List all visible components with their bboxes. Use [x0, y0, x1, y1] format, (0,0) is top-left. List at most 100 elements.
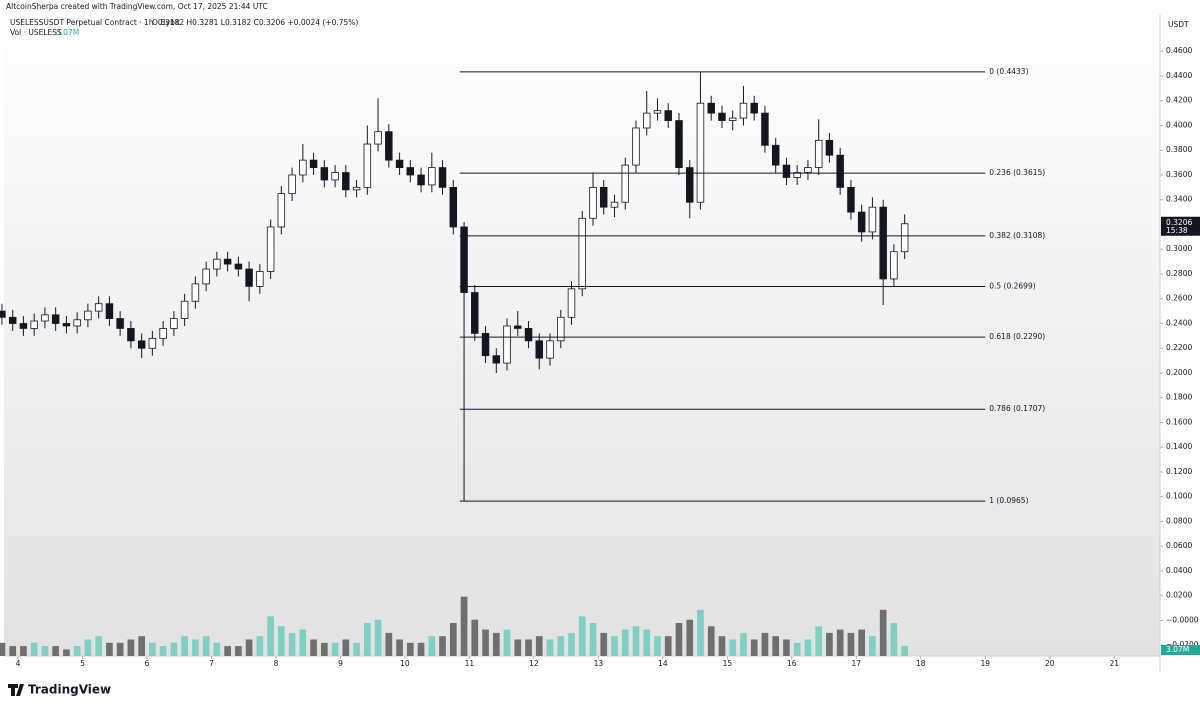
candle-body — [610, 201, 619, 208]
candle-body — [503, 325, 511, 364]
volume-bar — [224, 646, 231, 656]
volume-bar — [235, 646, 242, 656]
candle-body — [137, 340, 146, 349]
volume-bar — [729, 639, 737, 656]
candle-body — [782, 164, 791, 178]
candle-body — [471, 292, 479, 334]
volume-bar — [127, 639, 135, 656]
volume-bar — [589, 623, 597, 656]
volume-bar — [664, 636, 672, 656]
candle-body — [653, 110, 662, 114]
candle-body — [578, 217, 586, 290]
x-tick-label: 4 — [16, 659, 21, 668]
fib-label: 0 (0.4433) — [989, 67, 1028, 76]
volume-bar — [417, 642, 425, 656]
volume-bar — [9, 646, 17, 656]
candle-body — [449, 186, 458, 228]
y-tick-label: 0.2400 — [1166, 318, 1192, 327]
volume-bar — [901, 645, 908, 656]
y-tick-label: 0.3000 — [1166, 244, 1192, 253]
candle-body — [804, 167, 812, 173]
candle-body — [632, 127, 640, 166]
volume-bar — [568, 632, 575, 656]
volume-bar — [879, 609, 887, 656]
volume-bar — [471, 619, 479, 656]
y-tick-label: 0.4400 — [1166, 71, 1192, 80]
volume-bar — [697, 609, 704, 656]
volume-bar — [815, 626, 823, 656]
candle-body — [535, 340, 543, 359]
candle-body — [19, 323, 28, 329]
volume-bar — [267, 616, 274, 656]
y-tick-label: 0.0600 — [1166, 541, 1192, 550]
volume-bar — [890, 623, 898, 656]
volume-bar — [256, 636, 264, 656]
volume-bar — [149, 642, 156, 656]
volume-bar — [761, 632, 769, 656]
volume-bar — [514, 639, 522, 656]
candle-body — [223, 258, 232, 265]
volume-bar — [30, 642, 38, 656]
candle-body — [739, 102, 748, 119]
candle-body — [900, 223, 909, 253]
axis-title: USDT — [1168, 20, 1189, 29]
fib-label: 0.5 (0.2699) — [989, 281, 1035, 290]
candle-body — [73, 319, 81, 327]
candle-body — [621, 164, 630, 203]
candle-body — [567, 288, 576, 318]
candle-body — [191, 283, 200, 302]
candle-body — [395, 159, 404, 168]
candle-body — [664, 110, 672, 121]
candle-body — [170, 318, 178, 329]
volume-bar — [439, 636, 446, 656]
candle-body — [696, 102, 705, 203]
fib-label: 0.618 (0.2290) — [989, 332, 1045, 341]
volume-bar — [116, 642, 124, 656]
candle-body — [8, 316, 17, 324]
candle-body — [116, 318, 124, 329]
candle-body — [492, 355, 501, 364]
volume-bar — [600, 632, 608, 656]
logo: TradingView — [8, 683, 111, 697]
y-tick-label: 0.3800 — [1166, 145, 1192, 154]
volume-bar — [578, 616, 586, 656]
candle-body — [266, 226, 275, 272]
volume-title: Vol · USELESS — [10, 28, 62, 37]
volume-bar — [654, 636, 661, 656]
y-tick-label: 0.1600 — [1166, 417, 1192, 426]
candle-body — [879, 206, 887, 280]
y-tick-label: 0.3400 — [1166, 195, 1192, 204]
candle-body — [0, 310, 6, 318]
volume-bar — [364, 623, 371, 656]
candle-body — [127, 328, 135, 342]
y-tick-label: 0.2600 — [1166, 294, 1192, 303]
candle-body — [256, 271, 264, 287]
candle-body — [718, 112, 726, 121]
volume-bar — [342, 639, 350, 656]
logo-dot — [19, 684, 23, 688]
candle-body — [750, 102, 758, 114]
candle-body — [202, 268, 210, 285]
y-tick-label: 0.0200 — [1166, 591, 1192, 600]
candle-body — [642, 112, 651, 129]
candle-body — [320, 167, 329, 181]
volume-bar — [525, 639, 532, 656]
candle-body — [675, 120, 683, 168]
volume-bar — [686, 619, 694, 656]
candle-body — [557, 316, 565, 342]
volume-bar — [106, 642, 113, 656]
candle-body — [814, 139, 823, 168]
y-tick-label: 0.2200 — [1166, 343, 1192, 352]
volume-bar — [826, 632, 833, 656]
volume-bar — [0, 642, 6, 656]
candle-body — [417, 174, 425, 186]
volume-bar — [718, 636, 726, 656]
volume-bar — [20, 646, 27, 656]
x-tick-label: 8 — [274, 659, 279, 668]
y-tick-label: 0.1400 — [1166, 442, 1192, 451]
volume-bar — [320, 642, 328, 656]
y-tick-label: 0.0800 — [1166, 516, 1192, 525]
y-tick-label: −0.0200 — [1166, 640, 1199, 649]
candle-body — [62, 323, 71, 327]
